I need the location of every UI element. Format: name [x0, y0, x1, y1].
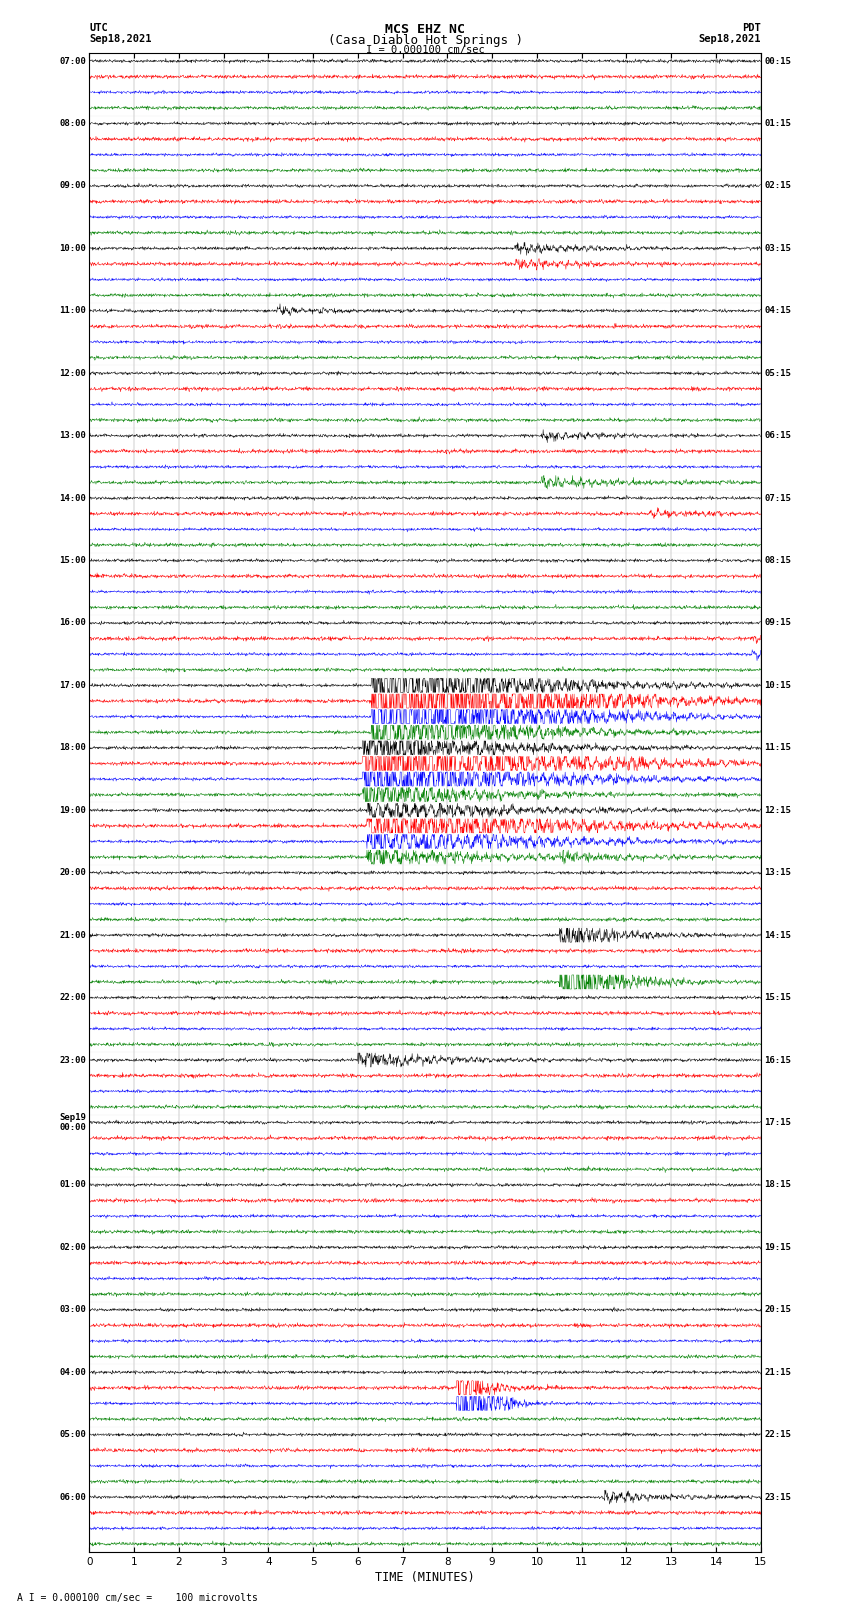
Text: 05:15: 05:15 [764, 369, 791, 377]
Text: 19:15: 19:15 [764, 1244, 791, 1252]
X-axis label: TIME (MINUTES): TIME (MINUTES) [375, 1571, 475, 1584]
Text: (Casa Diablo Hot Springs ): (Casa Diablo Hot Springs ) [327, 34, 523, 47]
Text: 15:00: 15:00 [59, 556, 86, 565]
Text: I = 0.000100 cm/sec: I = 0.000100 cm/sec [366, 45, 484, 55]
Text: 02:15: 02:15 [764, 181, 791, 190]
Text: 09:00: 09:00 [59, 181, 86, 190]
Text: 12:00: 12:00 [59, 369, 86, 377]
Text: 19:00: 19:00 [59, 806, 86, 815]
Text: Sep18,2021: Sep18,2021 [698, 34, 761, 44]
Text: 00:15: 00:15 [764, 56, 791, 66]
Text: 20:00: 20:00 [59, 868, 86, 877]
Text: 13:00: 13:00 [59, 431, 86, 440]
Text: 06:00: 06:00 [59, 1492, 86, 1502]
Text: 21:15: 21:15 [764, 1368, 791, 1378]
Text: 18:15: 18:15 [764, 1181, 791, 1189]
Text: 02:00: 02:00 [59, 1244, 86, 1252]
Text: 11:00: 11:00 [59, 306, 86, 315]
Text: 04:00: 04:00 [59, 1368, 86, 1378]
Text: 05:00: 05:00 [59, 1431, 86, 1439]
Text: 17:15: 17:15 [764, 1118, 791, 1127]
Text: 06:15: 06:15 [764, 431, 791, 440]
Text: MCS EHZ NC: MCS EHZ NC [385, 23, 465, 35]
Text: 14:00: 14:00 [59, 494, 86, 503]
Text: 07:00: 07:00 [59, 56, 86, 66]
Text: 17:00: 17:00 [59, 681, 86, 690]
Text: 10:15: 10:15 [764, 681, 791, 690]
Text: 11:15: 11:15 [764, 744, 791, 752]
Text: 01:15: 01:15 [764, 119, 791, 127]
Text: 13:15: 13:15 [764, 868, 791, 877]
Text: 14:15: 14:15 [764, 931, 791, 940]
Text: 07:15: 07:15 [764, 494, 791, 503]
Text: PDT: PDT [742, 23, 761, 32]
Text: 22:15: 22:15 [764, 1431, 791, 1439]
Text: 22:00: 22:00 [59, 994, 86, 1002]
Text: 03:00: 03:00 [59, 1305, 86, 1315]
Text: 16:00: 16:00 [59, 618, 86, 627]
Text: 09:15: 09:15 [764, 618, 791, 627]
Text: 20:15: 20:15 [764, 1305, 791, 1315]
Text: 12:15: 12:15 [764, 806, 791, 815]
Text: UTC: UTC [89, 23, 108, 32]
Text: 08:00: 08:00 [59, 119, 86, 127]
Text: Sep18,2021: Sep18,2021 [89, 34, 152, 44]
Text: 18:00: 18:00 [59, 744, 86, 752]
Text: 08:15: 08:15 [764, 556, 791, 565]
Text: 15:15: 15:15 [764, 994, 791, 1002]
Text: Sep19
00:00: Sep19 00:00 [59, 1113, 86, 1132]
Text: 23:00: 23:00 [59, 1055, 86, 1065]
Text: 10:00: 10:00 [59, 244, 86, 253]
Text: 03:15: 03:15 [764, 244, 791, 253]
Text: 21:00: 21:00 [59, 931, 86, 940]
Text: 04:15: 04:15 [764, 306, 791, 315]
Text: 01:00: 01:00 [59, 1181, 86, 1189]
Text: 16:15: 16:15 [764, 1055, 791, 1065]
Text: A I = 0.000100 cm/sec =    100 microvolts: A I = 0.000100 cm/sec = 100 microvolts [17, 1594, 258, 1603]
Text: 23:15: 23:15 [764, 1492, 791, 1502]
